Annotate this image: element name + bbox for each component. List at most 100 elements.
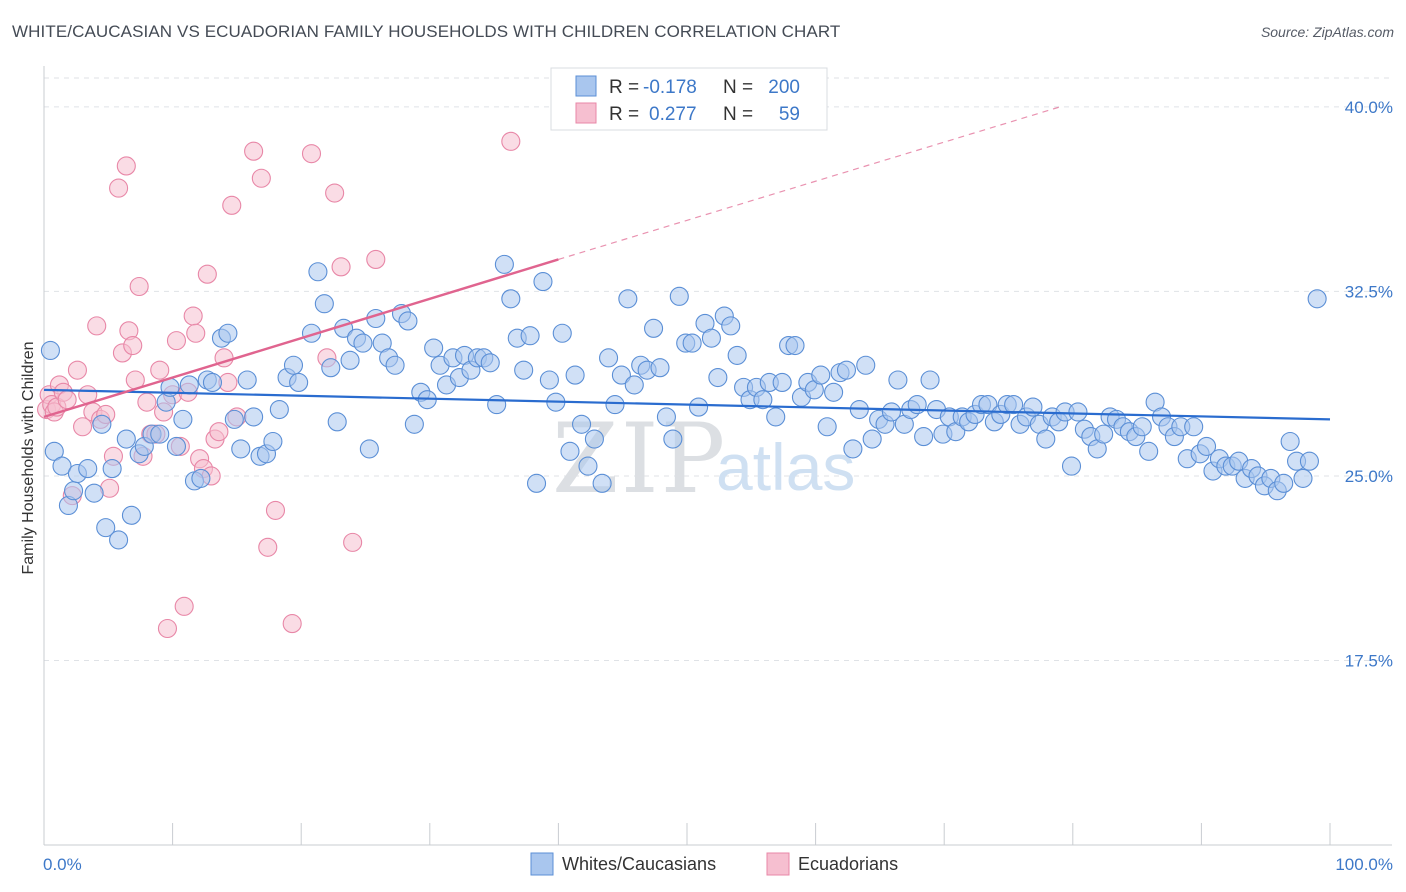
white-point	[52, 456, 72, 476]
white-point	[480, 353, 500, 373]
white-point	[494, 254, 514, 274]
white-point	[817, 417, 837, 437]
white-point	[424, 338, 444, 358]
ecuadorian-point	[116, 156, 136, 176]
white-point	[1068, 402, 1088, 422]
white-point	[40, 340, 60, 361]
white-point	[1184, 417, 1204, 437]
legend-box	[550, 67, 828, 131]
legend-n-value-1: 200	[768, 77, 800, 98]
legend-n-label-2: N =	[723, 104, 753, 125]
white-point	[224, 409, 244, 429]
white-point	[862, 429, 882, 449]
white-point	[663, 429, 683, 449]
white-point	[520, 326, 540, 346]
y-tick-label: 32.5%	[1345, 282, 1393, 301]
legend-r-label-2: R =	[609, 104, 639, 125]
ecuadorian-point	[123, 336, 143, 356]
legend-swatch-blue	[575, 75, 597, 97]
white-point	[116, 429, 136, 449]
white-point	[843, 439, 863, 459]
white-point	[314, 294, 334, 314]
white-point	[644, 318, 664, 338]
white-point	[1094, 424, 1114, 444]
ecuadorian-point	[301, 144, 322, 164]
y-tick-label: 17.5%	[1345, 651, 1393, 670]
white-point	[727, 345, 747, 365]
ecuadorian-point	[157, 618, 178, 639]
white-point	[218, 323, 238, 343]
white-point	[231, 439, 251, 459]
legend-r-value-2: 0.277	[649, 104, 697, 125]
white-point	[308, 262, 328, 282]
legend-r-value-1: -0.178	[643, 77, 697, 98]
white-point	[592, 473, 612, 493]
white-point	[289, 372, 309, 393]
white-point	[1139, 441, 1159, 461]
white-point	[552, 323, 572, 343]
ecuadorian-point	[222, 195, 242, 215]
white-point	[836, 360, 857, 380]
y-tick-label: 40.0%	[1345, 98, 1393, 117]
white-point	[611, 365, 631, 385]
white-point	[560, 441, 580, 461]
ecuadorian-point	[251, 168, 271, 188]
white-point	[1196, 436, 1217, 456]
x-tick-max: 100.0%	[1335, 855, 1393, 874]
white-point	[772, 372, 792, 393]
white-point	[92, 414, 112, 434]
white-point	[244, 407, 264, 427]
ecuadorian-point	[197, 264, 217, 284]
legend-label-whites: Whites/Caucasians	[562, 854, 716, 874]
white-point	[708, 367, 728, 388]
ecuadorian-point	[150, 360, 170, 380]
ecuadorian-point	[265, 500, 286, 520]
y-tick-labels: 17.5% 25.0% 32.5% 40.0%	[1345, 98, 1393, 671]
y-axis-label: Family Households with Children	[20, 342, 37, 575]
y-tick-label: 25.0%	[1345, 467, 1393, 486]
white-point	[179, 375, 199, 395]
white-point	[96, 518, 116, 538]
legend-n-label-1: N =	[723, 77, 753, 98]
ecuadorian-point	[282, 614, 302, 634]
ecuadorian-point	[258, 537, 278, 557]
white-point	[539, 370, 559, 390]
white-point	[526, 473, 547, 493]
white-point	[1004, 395, 1024, 415]
ecuadorian-point	[166, 331, 187, 351]
ecuadorian-point	[137, 392, 157, 412]
white-point	[978, 395, 998, 415]
ecuadorian-point	[67, 360, 87, 380]
white-point	[701, 328, 721, 348]
white-point	[501, 289, 521, 309]
white-point	[624, 375, 644, 395]
white-point	[340, 350, 360, 370]
white-point	[1132, 417, 1152, 437]
white-point	[359, 439, 379, 459]
white-point	[1274, 473, 1294, 493]
white-point	[656, 407, 676, 427]
ecuadorian-point	[109, 178, 129, 198]
correlation-legend: R = -0.178 N = 200 R = 0.277 N = 59	[550, 67, 828, 131]
white-point	[109, 530, 129, 550]
white-point	[327, 412, 347, 432]
white-point	[888, 370, 908, 390]
white-point	[584, 429, 604, 449]
white-point	[150, 424, 170, 444]
axes	[43, 66, 1392, 846]
white-point	[321, 358, 341, 378]
white-point	[121, 505, 141, 525]
ecuadorian-point	[73, 417, 93, 437]
white-point	[385, 355, 405, 375]
white-point	[514, 360, 534, 380]
ecuadorian-point	[183, 306, 203, 326]
ecuadorian-point	[501, 131, 521, 151]
white-point	[920, 370, 940, 390]
white-point	[881, 402, 902, 422]
trend-lines	[43, 106, 1331, 421]
white-point	[571, 414, 592, 434]
ecuadorian-point	[129, 276, 149, 297]
ecuadorian-point	[366, 249, 386, 269]
white-point	[914, 427, 934, 447]
legend-swatch-ecuadorians	[766, 852, 790, 876]
